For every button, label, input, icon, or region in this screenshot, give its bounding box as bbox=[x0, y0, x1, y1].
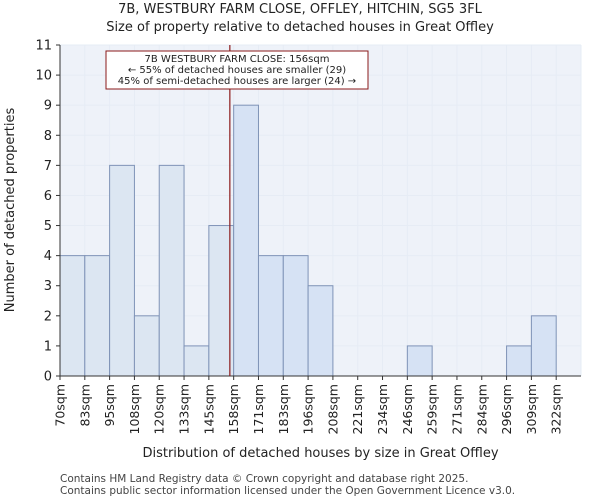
bar-296sqm bbox=[506, 345, 532, 377]
y-tick-label: 1 bbox=[44, 339, 52, 354]
annotation-line-1: 7B WESTBURY FARM CLOSE: 156sqm bbox=[145, 54, 330, 65]
y-tick-label: 4 bbox=[44, 249, 52, 264]
x-tick-label: 83sqm bbox=[77, 384, 92, 427]
bar-309sqm bbox=[530, 315, 557, 377]
y-tick-label: 3 bbox=[44, 279, 52, 294]
x-tick-label: 322sqm bbox=[549, 384, 564, 434]
x-tick-label: 284sqm bbox=[474, 384, 489, 434]
bar-246sqm bbox=[406, 345, 433, 377]
bar-70sqm bbox=[59, 255, 86, 377]
annotation-box bbox=[105, 50, 369, 90]
bar-83sqm bbox=[84, 255, 111, 377]
annotation-line-2: ← 55% of detached houses are smaller (29… bbox=[128, 65, 346, 76]
bar-196sqm bbox=[307, 285, 334, 377]
x-tick-label: 309sqm bbox=[524, 384, 539, 434]
footer-licence: Contains public sector information licen… bbox=[60, 485, 516, 497]
x-tick-label: 95sqm bbox=[102, 384, 117, 427]
x-tick-label: 133sqm bbox=[177, 384, 192, 434]
x-tick-label: 70sqm bbox=[53, 384, 68, 427]
marker-annotation: 7B WESTBURY FARM CLOSE: 156sqm ← 55% of … bbox=[105, 50, 369, 90]
y-axis: 0 1 2 3 4 5 6 7 8 9 10 11 bbox=[35, 39, 61, 385]
x-tick-label: 246sqm bbox=[400, 384, 415, 434]
bar-171sqm bbox=[257, 255, 284, 377]
y-tick-label: 10 bbox=[35, 69, 52, 84]
x-tick-label: 234sqm bbox=[375, 384, 390, 434]
x-tick-label: 271sqm bbox=[449, 384, 464, 434]
x-tick-label: 296sqm bbox=[499, 384, 514, 434]
y-tick-label: 11 bbox=[35, 39, 52, 54]
x-tick-label: 259sqm bbox=[425, 384, 440, 434]
annotation-line-3: 45% of semi-detached houses are larger (… bbox=[118, 76, 356, 87]
y-tick-label: 6 bbox=[44, 189, 52, 204]
x-tick-label: 208sqm bbox=[325, 384, 340, 434]
x-tick-label: 183sqm bbox=[276, 384, 291, 434]
y-tick-label: 8 bbox=[44, 129, 52, 144]
chart-title: 7B, WESTBURY FARM CLOSE, OFFLEY, HITCHIN… bbox=[118, 2, 482, 17]
y-tick-label: 5 bbox=[44, 219, 52, 234]
x-tick-label: 108sqm bbox=[127, 384, 142, 434]
bars bbox=[59, 104, 557, 377]
y-tick-label: 0 bbox=[44, 370, 52, 385]
y-tick-label: 9 bbox=[44, 99, 52, 114]
x-tick-label: 196sqm bbox=[301, 384, 316, 434]
x-tick-label: 221sqm bbox=[350, 384, 365, 434]
bar-95sqm bbox=[109, 164, 135, 377]
bar-120sqm bbox=[158, 164, 185, 377]
chart-subtitle: Size of property relative to detached ho… bbox=[106, 20, 494, 35]
x-tick-label: 145sqm bbox=[201, 384, 216, 434]
x-axis: 70sqm 83sqm 95sqm 108sqm 120sqm 133sqm 145sqm 1… bbox=[53, 375, 581, 434]
y-tick-label: 7 bbox=[44, 159, 52, 174]
x-axis-label: Distribution of detached houses by size … bbox=[142, 446, 498, 461]
y-axis-label: Number of detached properties bbox=[3, 108, 18, 313]
footer-copyright: Contains HM Land Registry data © Crown c… bbox=[60, 473, 469, 485]
bar-108sqm bbox=[133, 315, 160, 377]
x-tick-label: 120sqm bbox=[152, 384, 167, 434]
bar-133sqm bbox=[183, 345, 210, 377]
bar-183sqm bbox=[282, 255, 309, 377]
y-tick-label: 2 bbox=[44, 309, 52, 324]
x-tick-label: 171sqm bbox=[251, 384, 266, 434]
bar-158sqm bbox=[233, 104, 259, 377]
x-tick-label: 158sqm bbox=[226, 384, 241, 434]
